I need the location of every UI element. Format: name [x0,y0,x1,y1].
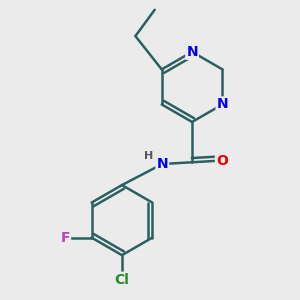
Text: H: H [144,151,153,161]
Text: F: F [61,231,70,244]
Text: N: N [217,98,228,111]
Text: N: N [157,157,168,171]
Text: Cl: Cl [115,273,129,287]
Text: O: O [216,154,228,167]
Text: N: N [186,45,198,59]
